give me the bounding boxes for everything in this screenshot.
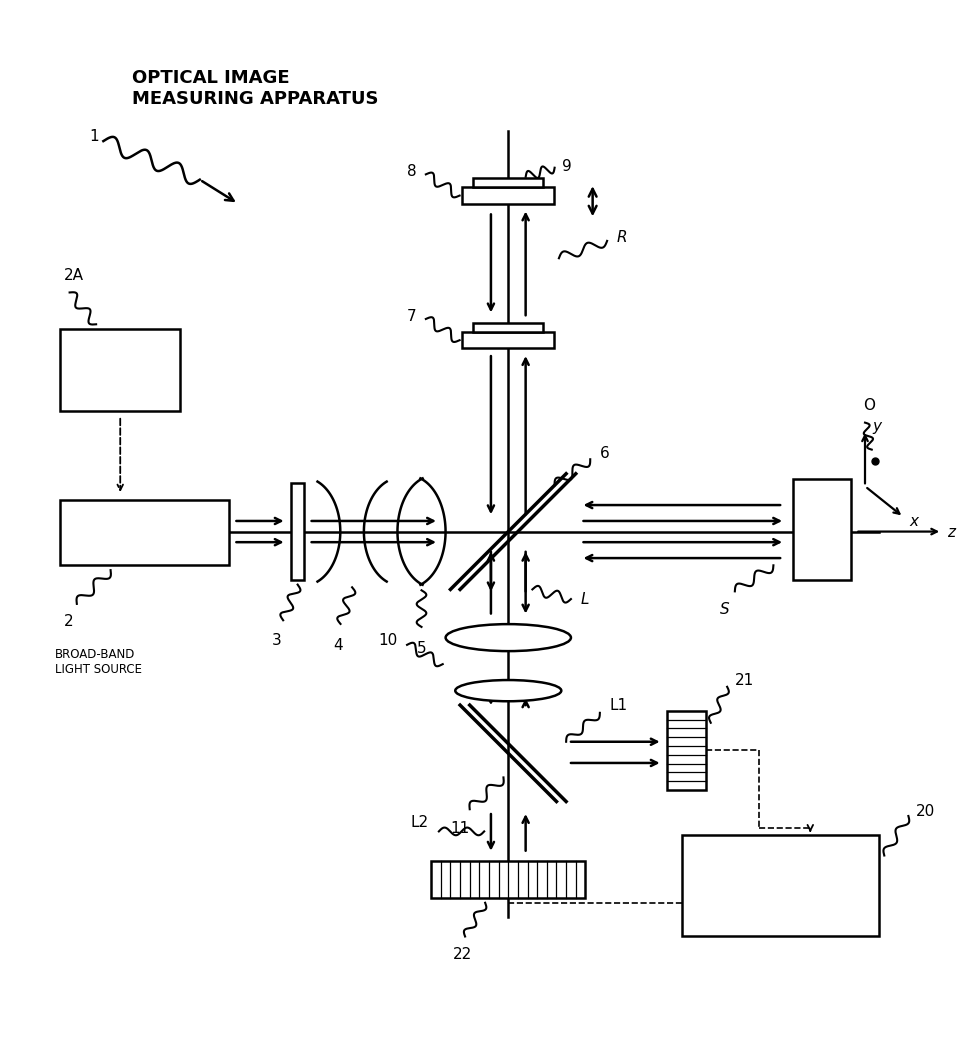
Text: 6: 6	[599, 445, 609, 461]
Bar	[60, 330, 181, 411]
Text: L2: L2	[409, 815, 428, 829]
Text: 7: 7	[406, 309, 416, 324]
Bar	[473, 179, 542, 188]
Text: S: S	[720, 602, 729, 618]
Text: 8: 8	[406, 164, 416, 179]
Text: R: R	[616, 230, 626, 245]
Bar	[431, 861, 585, 898]
Text: 5: 5	[416, 641, 426, 656]
Text: 2A: 2A	[64, 268, 83, 284]
Ellipse shape	[446, 624, 571, 651]
Text: O: O	[862, 398, 874, 413]
Bar	[60, 500, 229, 566]
Text: z: z	[946, 524, 954, 540]
Bar	[666, 711, 705, 790]
Text: 21: 21	[734, 672, 753, 687]
Text: PULSE
DRIVER: PULSE DRIVER	[94, 356, 147, 385]
Text: 3: 3	[272, 633, 281, 648]
Text: 10: 10	[378, 632, 397, 648]
Text: 20: 20	[915, 804, 934, 819]
Text: L: L	[580, 591, 588, 607]
Bar	[462, 332, 554, 349]
Text: 9: 9	[562, 159, 572, 174]
Text: 4: 4	[332, 638, 342, 652]
Text: L1: L1	[609, 698, 627, 713]
Text: y: y	[871, 418, 881, 433]
Bar	[792, 479, 850, 580]
Bar	[681, 836, 878, 937]
Text: SIGNAL
PROCESSING
PORTION: SIGNAL PROCESSING PORTION	[735, 864, 825, 907]
Text: BROAD-BAND
LIGHT SOURCE: BROAD-BAND LIGHT SOURCE	[55, 647, 142, 676]
Bar	[462, 188, 554, 204]
Text: 1: 1	[89, 130, 99, 144]
Ellipse shape	[454, 680, 561, 701]
Text: 22: 22	[452, 946, 471, 961]
Bar	[291, 484, 304, 580]
Text: 2: 2	[64, 613, 73, 629]
Text: OPTICAL IMAGE
MEASURING APPARATUS: OPTICAL IMAGE MEASURING APPARATUS	[132, 70, 378, 109]
Bar	[473, 324, 542, 332]
Text: 11: 11	[450, 821, 469, 836]
Text: x: x	[909, 513, 917, 529]
